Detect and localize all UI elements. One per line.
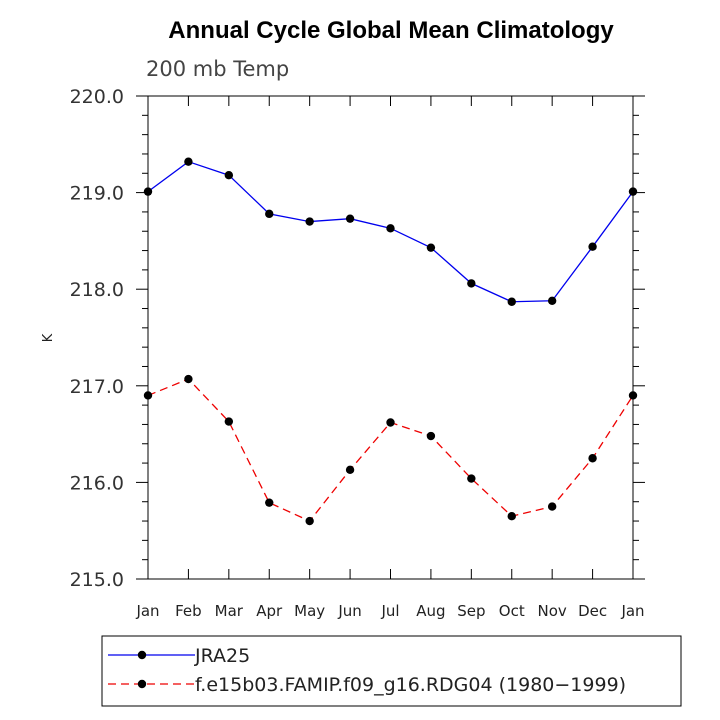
x-tick-label: May [294,602,325,620]
series-2-point [547,502,557,511]
x-tick-label: Nov [538,602,567,620]
series-1-point [386,224,395,233]
legend-box [101,635,682,707]
series-1-point [588,242,597,251]
x-tick-label: Jan [620,602,644,620]
series-1-point [143,187,153,196]
x-tick-label: Oct [499,602,525,620]
x-tick-label: Jan [135,602,159,620]
plot-frame [147,95,634,580]
chart-subtitle: 200 mb Temp [146,57,289,81]
series-1-point [184,157,193,166]
series-line-2 [147,378,634,522]
x-tick-label: Sep [457,602,485,620]
series-1-point [507,297,516,306]
series-2-point [305,516,314,526]
series-1-point [224,171,234,180]
x-tick-label: Dec [578,602,607,620]
legend-marker-2 [137,679,147,689]
series-2-point [345,465,355,475]
series-1-point [305,217,314,226]
x-tick-label: Mar [215,602,244,620]
x-tick-label: Jul [380,602,399,620]
x-tick-labels: Jan Feb Mar Apr May Jun Jul Aug Sep Oct Nov Dec Jan [135,602,644,620]
x-tick-label: Apr [256,602,283,620]
series-2-point [628,391,638,400]
y-tick-label: 220.0 [70,86,124,108]
x-tick-label: Aug [416,602,445,620]
series-2-point [467,474,476,483]
legend: JRA25 f.e15b03.FAMIP.f09_g16.RDG04 (1980−… [101,635,682,707]
series-1-point [628,187,638,196]
series-2-point [143,391,153,400]
x-tick-label: Jun [337,602,361,620]
y-axis-label: K [41,333,56,342]
axis-ticks [136,95,645,580]
y-tick-label: 215.0 [70,569,124,591]
series-1-point [547,296,557,305]
series-2-point [224,417,234,426]
y-tick-labels: 215.0 216.0 217.0 218.0 219.0 220.0 [70,86,124,591]
series-2-point [265,498,274,507]
series-1-point [265,209,274,219]
series-1-point [345,214,355,223]
series-2-point [426,431,436,441]
legend-label-1: JRA25 [194,645,250,667]
series-2-point [386,418,395,427]
legend-marker-1 [137,650,147,660]
series-1-point [426,243,436,252]
chart-title: Annual Cycle Global Mean Climatology [168,17,614,44]
legend-label-2: f.e15b03.FAMIP.f09_g16.RDG04 (1980−1999) [195,674,626,696]
series-2-point [184,374,193,384]
series-2-point [588,454,597,463]
series-1-point [467,279,476,288]
series-layer [143,157,638,526]
x-tick-label: Feb [175,602,202,620]
y-tick-label: 216.0 [70,472,124,494]
y-tick-label: 219.0 [70,183,124,205]
y-tick-label: 217.0 [70,376,124,398]
series-2-point [507,512,516,521]
y-tick-label: 218.0 [70,279,124,301]
